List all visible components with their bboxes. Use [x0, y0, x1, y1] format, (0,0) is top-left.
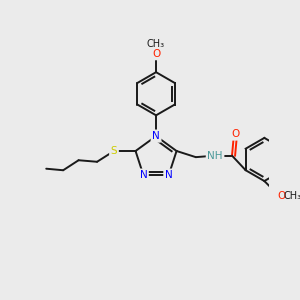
Text: CH₃: CH₃ — [283, 191, 300, 201]
Text: O: O — [231, 129, 239, 139]
Text: N: N — [140, 170, 147, 180]
Text: O: O — [152, 49, 160, 59]
Text: CH₃: CH₃ — [147, 40, 165, 50]
Text: NH: NH — [207, 151, 223, 160]
Text: O: O — [277, 191, 285, 201]
Text: N: N — [152, 131, 160, 141]
Text: S: S — [111, 146, 117, 156]
Text: N: N — [165, 170, 172, 180]
